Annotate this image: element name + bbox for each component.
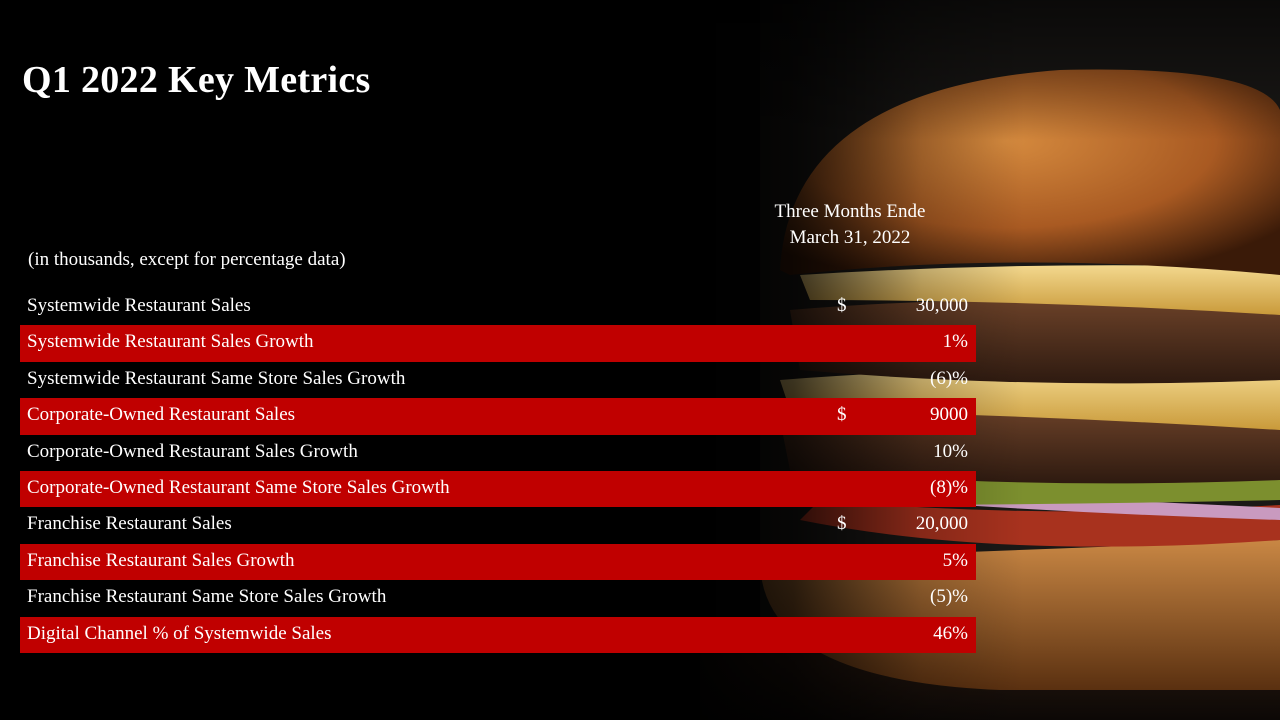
metric-row: Corporate-Owned Restaurant Same Store Sa…	[20, 470, 976, 508]
metric-value: 30,000	[915, 295, 968, 316]
metric-row: Franchise Restaurant Sales $20,000	[20, 507, 976, 543]
metric-label: Franchise Restaurant Sales Growth	[27, 549, 295, 571]
period-header-line2: March 31, 2022	[789, 227, 911, 248]
metric-value: (6)%	[930, 367, 968, 389]
metric-row: Corporate-Owned Restaurant Sales $9000	[20, 398, 976, 435]
metric-value: 1%	[942, 331, 968, 353]
metric-row: Systemwide Restaurant Sales $30,000	[20, 289, 976, 325]
metric-currency: $	[837, 513, 847, 535]
metric-value: 46%	[933, 622, 968, 644]
metric-row: Systemwide Restaurant Sales Growth 1%	[20, 325, 976, 362]
metric-row: Franchise Restaurant Same Store Sales Gr…	[20, 580, 976, 616]
metric-label: Systemwide Restaurant Sales	[27, 295, 251, 316]
metric-value: (5)%	[930, 586, 968, 608]
metric-label: Corporate-Owned Restaurant Same Store Sa…	[27, 476, 450, 498]
units-note: (in thousands, except for percentage dat…	[28, 249, 346, 270]
metric-row: Digital Channel % of Systemwide Sales 46%	[20, 616, 976, 653]
metric-currency: $	[837, 404, 847, 426]
metric-value: 20,000	[915, 513, 968, 535]
metric-label: Systemwide Restaurant Sales Growth	[27, 331, 314, 353]
metric-label: Corporate-Owned Restaurant Sales	[27, 404, 296, 426]
metric-value: 9000	[930, 404, 968, 426]
metrics-table: Systemwide Restaurant Sales $30,000 System…	[20, 289, 976, 653]
metric-label: Franchise Restaurant Sales	[27, 513, 232, 535]
slide-title: Q1 2022 Key Metrics	[22, 59, 371, 101]
metric-label: Systemwide Restaurant Same Store Sales G…	[27, 367, 406, 389]
period-header-line1: Three Months Ende	[774, 201, 926, 222]
background-top-fade	[0, 0, 1280, 140]
metric-row: Systemwide Restaurant Same Store Sales G…	[20, 362, 976, 398]
metric-currency: $	[837, 295, 847, 316]
metric-row: Franchise Restaurant Sales Growth 5%	[20, 543, 976, 581]
metric-label: Corporate-Owned Restaurant Sales Growth	[27, 440, 358, 462]
metric-value: 10%	[933, 440, 968, 462]
metric-row: Corporate-Owned Restaurant Sales Growth 1…	[20, 435, 976, 471]
metric-value: 5%	[942, 549, 968, 571]
metric-label: Digital Channel % of Systemwide Sales	[27, 622, 332, 644]
metric-value: (8)%	[930, 476, 968, 498]
period-header: Three Months Ende March 31, 2022	[750, 199, 950, 251]
metric-label: Franchise Restaurant Same Store Sales Gr…	[27, 586, 387, 608]
